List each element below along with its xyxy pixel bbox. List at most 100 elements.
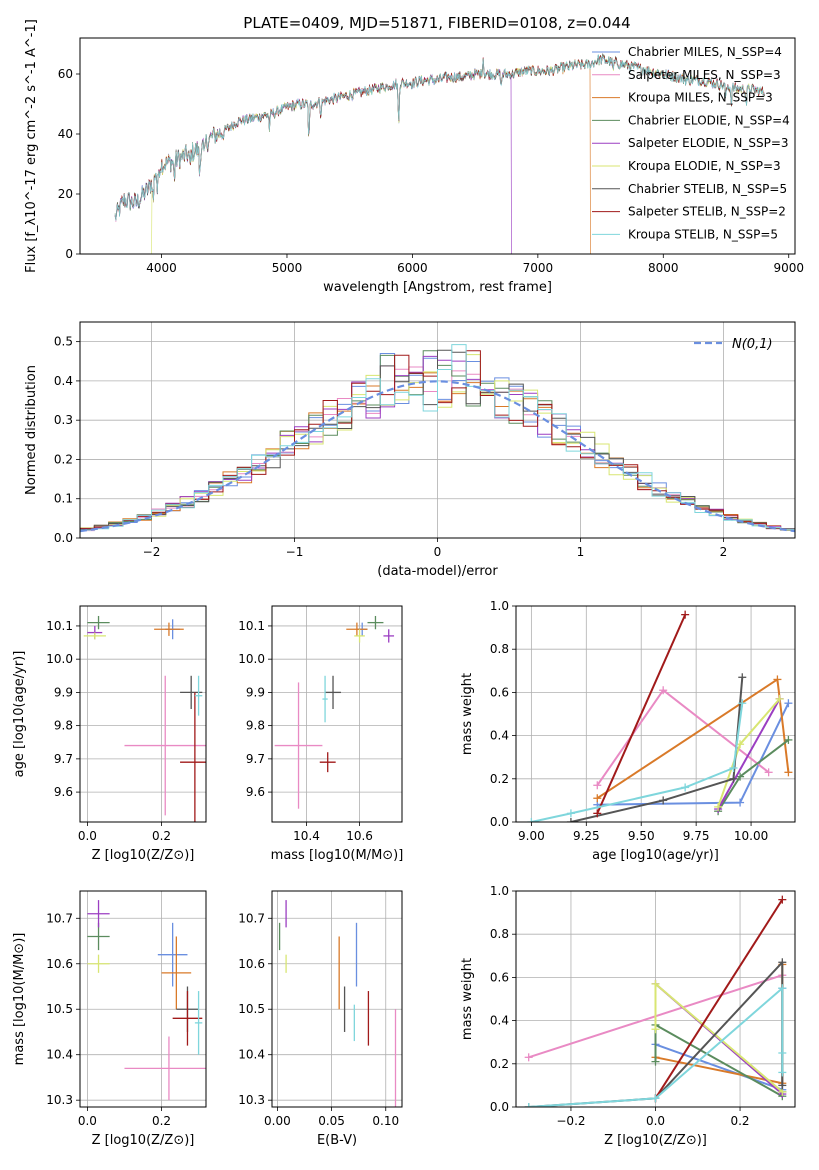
weight-line-cs (570, 677, 744, 822)
x-tick-label: 10.4 (293, 829, 320, 843)
x-tick-label: 9.50 (628, 829, 655, 843)
legend-label-cm: Chabrier MILES, N_SSP=4 (628, 45, 782, 59)
plot-area-mass_vs_Z (87, 900, 206, 1101)
y-tick-label: 1.0 (490, 884, 509, 898)
legend-label-ss: Salpeter STELIB, N_SSP=2 (628, 205, 786, 219)
y-tick-label: 10.7 (46, 911, 73, 925)
plot-area-weights_vs_Z (524, 895, 787, 1107)
y-axis-label: Flux [f_λ10^-17 erg cm^-2 s^-1 A^-1] (24, 19, 39, 273)
x-axis-label: Z [log10(Z/Z⊙)] (604, 1133, 707, 1148)
y-tick-label: 0 (65, 247, 73, 261)
y-tick-label: 10.1 (238, 619, 265, 633)
y-tick-label: 10.3 (238, 1093, 265, 1107)
y-tick-label: 10.0 (46, 652, 73, 666)
legend-label-ke: Kroupa ELODIE, N_SSP=3 (628, 159, 781, 173)
y-tick-label: 10.1 (46, 619, 73, 633)
x-tick-label: 0.0 (646, 1114, 665, 1128)
plot-area-weights_vs_age (527, 610, 793, 822)
y-tick-label: 0.2 (490, 772, 509, 786)
spectrum-line-ks (114, 54, 765, 221)
axes-spectrum: 4000 5000 6000 7000 8000 9000 0 20 40 60 wavelengt… (24, 19, 804, 295)
axes-frame (79, 37, 796, 255)
y-tick-label: 9.8 (54, 719, 73, 733)
y-tick-label: 9.7 (54, 752, 73, 766)
x-tick-label: 8000 (648, 261, 679, 275)
x-tick-label: 9.00 (518, 829, 545, 843)
y-tick-label: 10.6 (46, 957, 73, 971)
axes-weights_vs_Z: −0.2 0.0 0.2 0.0 0.2 0.4 0.6 0.8 1.0 Z [log10(Z/Z… (460, 884, 796, 1148)
plot-area-age_vs_mass (274, 615, 395, 809)
gaussian-reference-line (80, 380, 795, 533)
plot-area-spectrum (114, 53, 765, 254)
x-tick-label: 0.2 (152, 1114, 171, 1128)
y-tick-label: 0.4 (54, 374, 73, 388)
axes-frame (79, 605, 207, 823)
axes-frame (515, 605, 796, 823)
x-tick-label: 2 (720, 545, 728, 559)
y-tick-label: 0.2 (54, 452, 73, 466)
plots-layer: 4000 5000 6000 7000 8000 90000204060wavelengt… (12, 19, 804, 1148)
y-tick-label: 9.6 (54, 785, 73, 799)
y-tick-label: 9.8 (246, 719, 265, 733)
y-tick-label: 0.6 (490, 970, 509, 984)
y-axis-label: mass weight (460, 958, 475, 1040)
x-axis-label: age [log10(age/yr)] (592, 848, 719, 863)
y-tick-label: 0.2 (490, 1057, 509, 1071)
x-tick-label: 5000 (272, 261, 303, 275)
x-tick-label: 0.2 (152, 829, 171, 843)
y-tick-label: 60 (58, 67, 73, 81)
y-axis-label: mass weight (460, 673, 475, 755)
y-tick-label: 0.4 (490, 729, 509, 743)
x-tick-label: 0.00 (264, 1114, 291, 1128)
x-tick-label: 10.6 (346, 829, 373, 843)
legend-label-sm: Salpeter MILES, N_SSP=3 (628, 68, 781, 82)
y-tick-label: 10.5 (46, 1002, 73, 1016)
x-tick-label: −0.2 (556, 1114, 585, 1128)
y-tick-label: 9.7 (246, 752, 265, 766)
x-tick-label: −1 (286, 545, 304, 559)
y-tick-label: 10.0 (238, 652, 265, 666)
y-tick-label: 0.0 (54, 531, 73, 545)
axes-mass_vs_ebv: 0.00 0.05 0.10 10.3 10.4 10.5 10.6 10.7 E(B-V) (238, 890, 403, 1148)
y-tick-label: 20 (58, 187, 73, 201)
x-tick-label: 10.00 (734, 829, 768, 843)
axes-frame (79, 890, 207, 1108)
y-tick-label: 40 (58, 127, 73, 141)
y-tick-label: 9.9 (54, 685, 73, 699)
x-axis-label: E(B-V) (317, 1133, 357, 1148)
x-tick-label: 6000 (397, 261, 428, 275)
y-tick-label: 0.0 (490, 815, 509, 829)
legend-label-km: Kroupa MILES, N_SSP=3 (628, 91, 773, 105)
plot-area-mass_vs_ebv (278, 900, 397, 1107)
y-tick-label: 10.6 (238, 957, 265, 971)
legend-label-gaussian: N(0,1) (732, 337, 773, 352)
y-axis-label: age [log10(age/yr)] (12, 651, 27, 778)
x-axis-label: Z [log10(Z/Z⊙)] (92, 848, 195, 863)
axes-frame (79, 321, 796, 539)
axes-frame (271, 605, 403, 823)
x-tick-label: 9.75 (683, 829, 710, 843)
x-tick-label: 0.2 (730, 1114, 749, 1128)
plot-area-residuals (80, 344, 795, 533)
x-axis-label: Z [log10(Z/Z⊙)] (92, 1133, 195, 1148)
y-tick-label: 0.8 (490, 927, 509, 941)
y-tick-label: 0.8 (490, 642, 509, 656)
spectrum-legend: Chabrier MILES, N_SSP=4 Salpeter MILES, N… (592, 45, 790, 241)
y-tick-label: 0.4 (490, 1014, 509, 1028)
y-tick-label: 10.3 (46, 1093, 73, 1107)
x-tick-label: 0 (434, 545, 442, 559)
axes-weights_vs_age: 9.00 9.25 9.50 9.75 10.00 0.0 0.2 0.4 0.6 0.8 1.0 a… (460, 599, 796, 863)
y-tick-label: 10.7 (238, 911, 265, 925)
x-tick-label: 4000 (146, 261, 177, 275)
legend-label-se: Salpeter ELODIE, N_SSP=3 (628, 136, 789, 150)
axes-residuals: −2 −1 0 1 2 0.0 0.1 0.2 0.3 0.4 0.5 (data-model)/er… (24, 321, 796, 579)
x-tick-label: 7000 (523, 261, 554, 275)
weight-line-ss (596, 614, 687, 814)
figure-title: PLATE=0409, MJD=51871, FIBERID=0108, z=0… (243, 14, 630, 32)
x-tick-label: 0.05 (318, 1114, 345, 1128)
axes-mass_vs_Z: 0.0 0.2 10.3 10.4 10.5 10.6 10.7 Z [log10(Z/Z⊙)… (12, 890, 207, 1148)
x-tick-label: 0.0 (78, 829, 97, 843)
axes-frame (515, 890, 796, 1108)
